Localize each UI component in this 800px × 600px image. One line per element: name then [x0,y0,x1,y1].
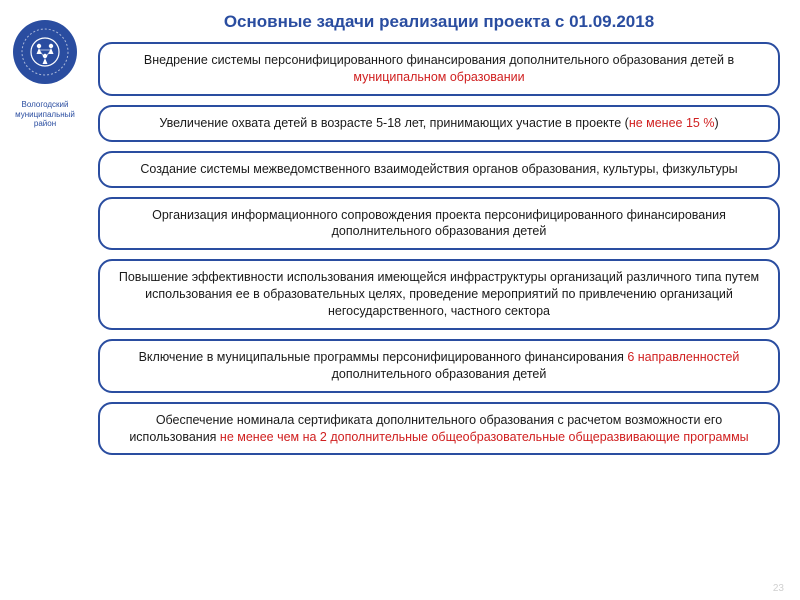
task-highlight: 6 направленностей [627,350,739,364]
task-text: Создание системы межведомственного взаим… [140,162,737,176]
task-box: Включение в муниципальные программы перс… [98,339,780,393]
task-text: Организация информационного сопровождени… [152,208,726,239]
task-box: Создание системы межведомственного взаим… [98,151,780,188]
task-highlight: муниципальном образовании [353,70,524,84]
task-box: Внедрение системы персонифицированного ф… [98,42,780,96]
task-box: Обеспечение номинала сертификата дополни… [98,402,780,456]
page-title: Основные задачи реализации проекта с 01.… [98,12,780,32]
task-list: Внедрение системы персонифицированного ф… [98,42,780,455]
sidebar-caption: Вологодский муниципальный район [15,100,75,129]
task-box: Организация информационного сопровождени… [98,197,780,251]
sidebar: Вологодский муниципальный район [0,0,90,600]
task-highlight: не менее 15 % [629,116,715,130]
task-text: Включение в муниципальные программы перс… [139,350,628,364]
logo [13,20,77,84]
task-box: Увеличение охвата детей в возрасте 5-18 … [98,105,780,142]
task-box: Повышение эффективности использования им… [98,259,780,330]
task-text: Внедрение системы персонифицированного ф… [144,53,734,67]
task-text: Повышение эффективности использования им… [119,270,759,318]
task-text-tail: дополнительного образования детей [332,367,547,381]
task-highlight: не менее чем на 2 дополнительные общеобр… [220,430,749,444]
page-number: 23 [773,583,784,594]
task-text-tail: ) [714,116,718,130]
district-emblem-icon [17,24,73,80]
main-content: Основные задачи реализации проекта с 01.… [90,0,800,600]
task-text: Увеличение охвата детей в возрасте 5-18 … [159,116,628,130]
